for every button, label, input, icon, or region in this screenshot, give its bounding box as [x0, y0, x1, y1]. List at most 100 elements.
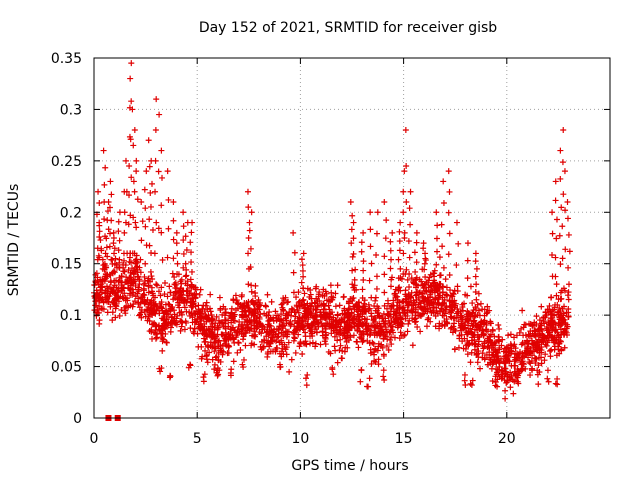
data-point	[401, 235, 408, 241]
data-point	[252, 331, 259, 338]
data-point	[103, 283, 110, 290]
data-point	[112, 314, 119, 321]
data-point	[486, 333, 493, 340]
data-point	[559, 159, 566, 166]
data-point	[425, 315, 432, 322]
data-point	[313, 306, 320, 313]
data-point	[141, 298, 148, 305]
data-point	[522, 349, 529, 356]
data-point	[125, 266, 132, 273]
data-point	[366, 375, 373, 382]
data-point	[324, 311, 331, 318]
data-point	[211, 326, 218, 333]
data-point	[469, 340, 476, 347]
data-point	[484, 344, 491, 351]
data-point	[107, 178, 114, 185]
data-point	[113, 295, 120, 302]
data-point	[135, 295, 142, 302]
data-point	[400, 250, 407, 257]
data-point	[495, 359, 502, 366]
data-point	[395, 256, 402, 263]
data-point	[440, 264, 447, 271]
data-point	[492, 339, 499, 346]
data-point	[435, 292, 442, 299]
data-point	[341, 305, 348, 312]
data-point	[471, 346, 478, 353]
data-point	[464, 341, 471, 348]
data-point	[341, 326, 348, 333]
data-point	[413, 239, 420, 246]
data-point	[123, 278, 130, 285]
data-point	[383, 343, 390, 350]
data-point	[127, 75, 134, 82]
data-point	[456, 332, 463, 339]
data-point	[439, 289, 446, 296]
data-point	[156, 111, 163, 118]
data-point	[215, 371, 222, 378]
data-point	[102, 287, 109, 294]
data-point	[241, 303, 248, 310]
data-point	[557, 337, 564, 344]
data-point	[358, 239, 365, 246]
data-point	[207, 291, 214, 298]
data-point	[382, 326, 389, 333]
data-point	[130, 280, 137, 287]
data-point	[483, 310, 490, 317]
data-point	[293, 294, 300, 301]
data-point	[163, 307, 170, 314]
data-point	[494, 366, 501, 373]
data-point	[170, 317, 177, 324]
data-point	[299, 262, 306, 269]
data-point	[371, 302, 378, 309]
data-point	[526, 320, 533, 327]
data-point	[462, 381, 469, 388]
data-point	[141, 280, 148, 287]
data-point	[426, 294, 433, 301]
data-point	[236, 318, 243, 325]
data-point	[148, 328, 155, 335]
data-point	[206, 305, 213, 312]
data-point	[296, 315, 303, 322]
data-point	[338, 355, 345, 362]
data-point	[136, 264, 143, 271]
data-point	[453, 219, 460, 226]
data-point	[131, 298, 138, 305]
data-point	[111, 260, 118, 267]
data-point	[558, 295, 565, 302]
data-point	[99, 276, 106, 283]
data-point	[472, 258, 479, 265]
data-point	[99, 256, 106, 263]
data-point	[419, 266, 426, 273]
chart-title: Day 152 of 2021, SRMTID for receiver gis…	[199, 20, 497, 36]
data-point	[412, 318, 419, 325]
data-point	[433, 261, 440, 268]
data-point	[424, 305, 431, 312]
data-point	[468, 329, 475, 336]
data-point	[464, 351, 471, 358]
data-point	[247, 264, 254, 271]
data-point	[528, 340, 535, 347]
data-point	[547, 353, 554, 360]
data-point	[468, 382, 475, 389]
data-point	[96, 320, 103, 327]
data-point	[487, 319, 494, 326]
data-point	[196, 291, 203, 298]
data-point	[380, 329, 387, 336]
data-point	[230, 335, 237, 342]
data-point	[535, 381, 542, 388]
data-point	[158, 229, 165, 236]
data-point	[477, 300, 484, 307]
data-point	[174, 250, 181, 257]
data-point	[137, 256, 144, 263]
data-point	[168, 314, 175, 321]
data-point	[376, 312, 383, 319]
data-point	[230, 358, 237, 365]
data-point	[380, 373, 387, 380]
y-tick-label: 0.35	[51, 51, 82, 67]
data-point	[360, 229, 367, 236]
data-point	[359, 286, 366, 293]
data-point	[332, 347, 339, 354]
data-point	[551, 304, 558, 311]
data-point	[149, 226, 156, 233]
